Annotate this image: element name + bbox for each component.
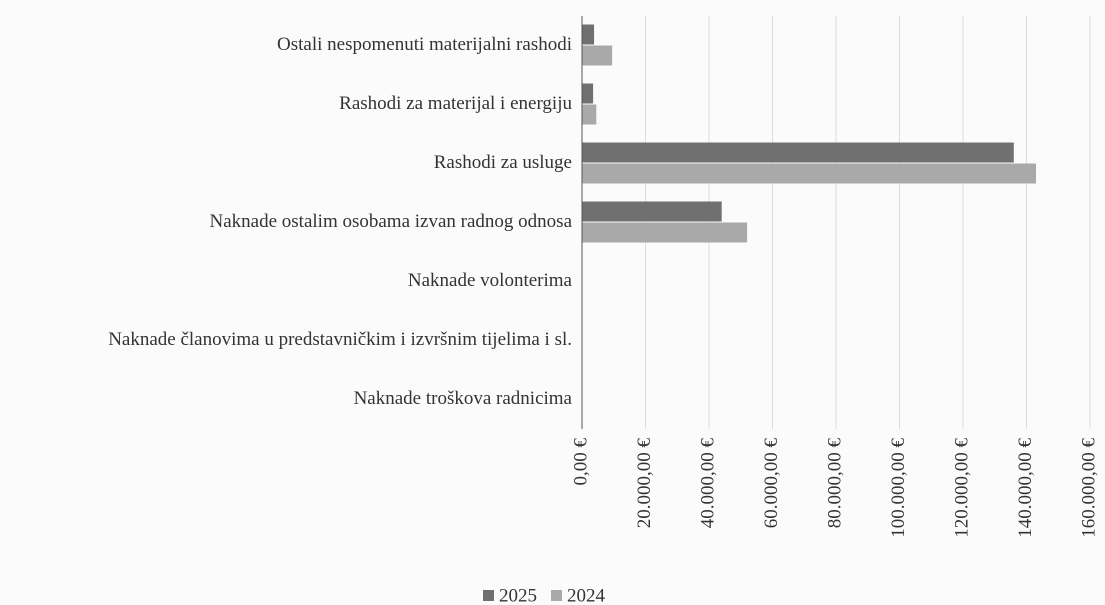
y-tick-label: Rashodi za materijal i energiju	[339, 93, 572, 114]
bar	[582, 104, 597, 125]
y-tick-label: Naknade volonterima	[408, 270, 573, 291]
bar	[582, 24, 595, 45]
x-tick-label: 0,00 €	[570, 438, 591, 486]
y-tick-label: Naknade ostalim osobama izvan radnog odn…	[210, 211, 573, 232]
x-tick-label: 160.000,00 €	[1078, 438, 1099, 538]
x-tick-label: 120.000,00 €	[951, 438, 972, 538]
x-tick-label: 60.000,00 €	[761, 438, 782, 529]
y-tick-label: Naknade članovima u predstavničkim i izv…	[108, 329, 572, 350]
bar	[582, 163, 1037, 184]
x-tick-label: 80.000,00 €	[824, 438, 845, 529]
legend-swatch	[551, 590, 562, 601]
bar	[582, 222, 748, 243]
y-tick-label: Rashodi za usluge	[434, 152, 572, 173]
legend-label: 2024	[567, 585, 606, 605]
legend-label: 2025	[499, 585, 537, 605]
bar	[582, 45, 613, 66]
x-tick-label: 40.000,00 €	[697, 438, 718, 529]
x-tick-label: 100.000,00 €	[888, 438, 909, 538]
bar	[582, 142, 1014, 163]
y-tick-label: Naknade troškova radnicima	[354, 388, 573, 409]
bar	[582, 201, 722, 222]
x-tick-label: 140.000,00 €	[1015, 438, 1036, 538]
y-tick-label: Ostali nespomenuti materijalni rashodi	[277, 34, 572, 55]
bar	[582, 83, 594, 104]
x-tick-label: 20.000,00 €	[634, 438, 655, 529]
legend-swatch	[483, 590, 494, 601]
